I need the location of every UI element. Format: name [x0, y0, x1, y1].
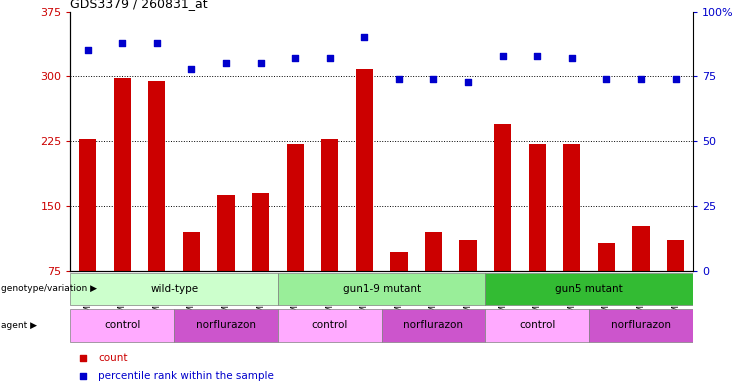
Bar	[485, 273, 693, 305]
Bar	[217, 195, 235, 271]
Bar	[70, 309, 174, 342]
Point	[393, 76, 405, 82]
Text: wild-type: wild-type	[150, 284, 198, 294]
Bar	[382, 309, 485, 342]
Bar	[70, 273, 278, 305]
Bar	[278, 309, 382, 342]
Point	[220, 60, 232, 66]
Point	[185, 65, 197, 71]
Bar	[174, 309, 278, 342]
Bar	[79, 139, 96, 271]
Bar	[632, 226, 650, 271]
Point	[428, 76, 439, 82]
Point	[77, 355, 89, 361]
Bar	[459, 240, 476, 271]
Text: percentile rank within the sample: percentile rank within the sample	[99, 371, 274, 381]
Bar	[563, 144, 580, 271]
Point	[359, 35, 370, 41]
Text: norflurazon: norflurazon	[196, 320, 256, 331]
Bar	[528, 144, 546, 271]
Text: count: count	[99, 353, 128, 363]
Bar	[356, 70, 373, 271]
Bar	[391, 252, 408, 271]
Point	[600, 76, 612, 82]
Point	[670, 76, 682, 82]
Bar	[183, 232, 200, 271]
Point	[77, 373, 89, 379]
Bar	[485, 309, 589, 342]
Point	[116, 40, 128, 46]
Text: norflurazon: norflurazon	[611, 320, 671, 331]
Point	[82, 47, 93, 53]
Text: norflurazon: norflurazon	[404, 320, 463, 331]
Point	[635, 76, 647, 82]
Bar	[148, 81, 165, 271]
Text: genotype/variation ▶: genotype/variation ▶	[1, 285, 97, 293]
Point	[289, 55, 301, 61]
Point	[531, 53, 543, 59]
Bar	[252, 193, 269, 271]
Bar	[425, 232, 442, 271]
Point	[255, 60, 267, 66]
Point	[566, 55, 578, 61]
Text: agent ▶: agent ▶	[1, 321, 37, 330]
Text: control: control	[104, 320, 141, 331]
Text: control: control	[311, 320, 348, 331]
Bar	[494, 124, 511, 271]
Point	[496, 53, 508, 59]
Bar	[321, 139, 339, 271]
Bar	[287, 144, 304, 271]
Text: gun1-9 mutant: gun1-9 mutant	[342, 284, 421, 294]
Text: gun5 mutant: gun5 mutant	[555, 284, 623, 294]
Point	[151, 40, 163, 46]
Bar	[278, 273, 485, 305]
Bar	[113, 78, 131, 271]
Bar	[667, 240, 684, 271]
Text: GDS3379 / 260831_at: GDS3379 / 260831_at	[70, 0, 208, 10]
Bar	[589, 309, 693, 342]
Bar	[598, 243, 615, 271]
Point	[324, 55, 336, 61]
Text: control: control	[519, 320, 556, 331]
Point	[462, 78, 474, 84]
